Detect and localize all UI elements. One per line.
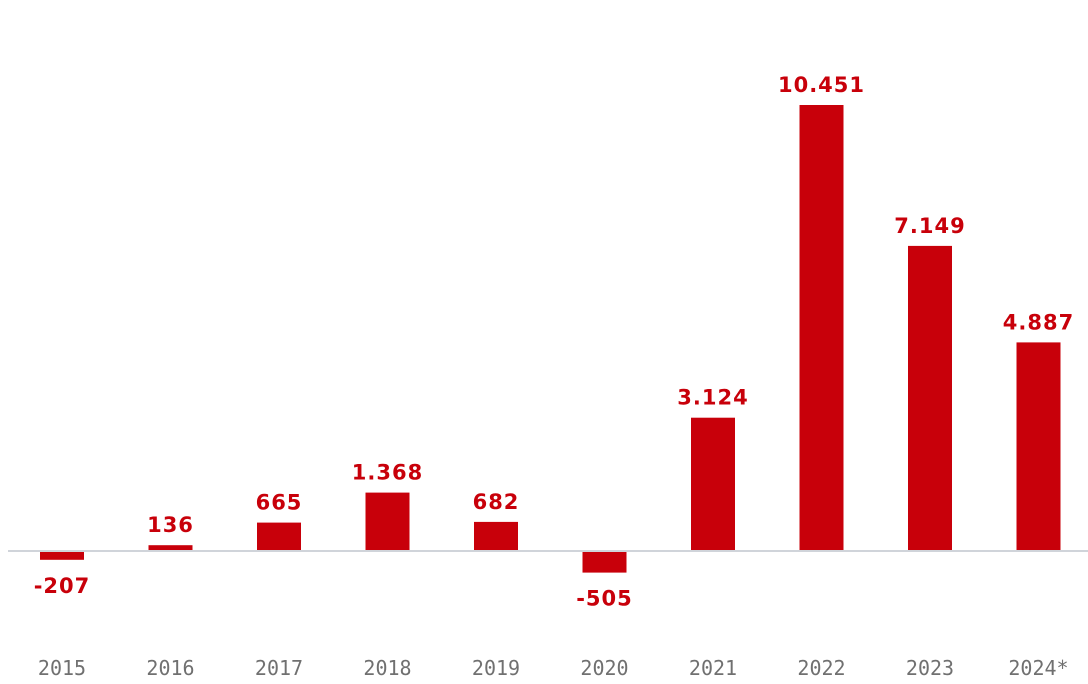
value-label-2016: 136	[147, 513, 194, 537]
value-label-2015: -207	[34, 574, 91, 598]
value-label-2022: 10.451	[778, 73, 865, 97]
bar-2015	[40, 551, 84, 560]
x-tick-label-2020: 2020	[580, 656, 628, 680]
x-tick-label-2022: 2022	[797, 656, 845, 680]
value-label-2021: 3.124	[677, 386, 748, 410]
x-tick-label-2019: 2019	[472, 656, 520, 680]
bar-2021	[691, 417, 735, 551]
value-label-2023: 7.149	[894, 214, 965, 238]
bar-2023	[908, 245, 952, 551]
value-label-2017: 665	[256, 491, 303, 515]
value-label-2019: 682	[473, 490, 520, 514]
bar-2018	[365, 492, 410, 551]
bar-2019	[474, 521, 518, 551]
x-tick-label-2016: 2016	[146, 656, 194, 680]
value-label-2020: -505	[576, 587, 633, 611]
bar-2016	[148, 545, 193, 551]
value-labels-group: -207 136 665 1.368 682 -505 3.124 10.451 7.149 4.…	[34, 73, 1074, 611]
x-tick-label-2015: 2015	[38, 656, 86, 680]
bar-2024	[1016, 342, 1061, 551]
bar-2022	[799, 105, 844, 551]
x-tick-label-2021: 2021	[689, 656, 737, 680]
x-tick-label-2023: 2023	[906, 656, 954, 680]
x-tick-label-2017: 2017	[255, 656, 303, 680]
x-axis-tick-labels: 2015 2016 2017 2018 2019 2020 2021 2022 2023 2024…	[38, 656, 1069, 680]
x-tick-label-2024: 2024*	[1008, 656, 1068, 680]
x-tick-label-2018: 2018	[363, 656, 411, 680]
value-label-2024: 4.887	[1003, 310, 1074, 334]
value-label-2018: 1.368	[352, 461, 423, 485]
bars-group	[40, 105, 1061, 573]
bar-2020	[582, 551, 627, 573]
bar-2017	[257, 522, 301, 551]
